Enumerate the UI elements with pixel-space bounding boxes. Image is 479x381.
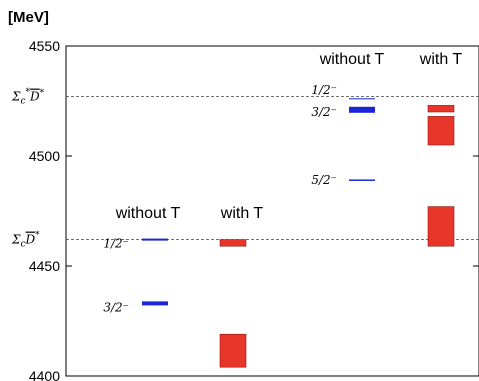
level-label: 5/2⁻ [311, 173, 337, 187]
level-box [219, 239, 247, 247]
y-ticks: 4400 4450 4500 4550 [29, 38, 479, 381]
level-label: 1/2⁻ [103, 237, 129, 251]
level-line [142, 301, 168, 306]
y-tick-label: 4550 [29, 38, 60, 54]
y-tick-label: 4450 [29, 258, 60, 274]
level-group: with T [219, 205, 264, 368]
level-group: without T 1/2⁻ 3/2⁻ 5/2⁻ [311, 51, 384, 187]
level-box [219, 333, 247, 368]
level-label: 1/2⁻ [311, 83, 337, 97]
level-label: 3/2⁻ [103, 300, 129, 314]
y-unit-label: [MeV] [8, 9, 49, 26]
group-title: without T [319, 51, 385, 68]
level-box [427, 105, 455, 113]
level-line [349, 98, 375, 100]
group-title: without T [115, 205, 181, 222]
y-tick-label: 4500 [29, 148, 60, 164]
threshold-label: ΣcD* [11, 231, 40, 250]
level-line [142, 238, 168, 241]
level-box [427, 116, 455, 146]
level-line [349, 179, 375, 181]
group-title: with T [220, 205, 264, 222]
level-group: without T 1/2⁻ 3/2⁻ [103, 205, 180, 314]
level-box [427, 206, 455, 247]
level-label: 3/2⁻ [311, 105, 337, 119]
threshold-lines: ΣcD* Σc*D* [11, 88, 479, 250]
level-line [349, 106, 375, 113]
y-tick-label: 4400 [29, 368, 60, 381]
level-group: with T [419, 51, 463, 247]
plot-frame [65, 45, 479, 377]
threshold-label: Σc*D* [11, 88, 45, 107]
axis-layer: [MeV] [8, 9, 479, 377]
group-title: with T [419, 51, 463, 68]
level-groups: without T 1/2⁻ 3/2⁻ with T without T 1/2⁻ 3/2⁻… [103, 51, 463, 368]
